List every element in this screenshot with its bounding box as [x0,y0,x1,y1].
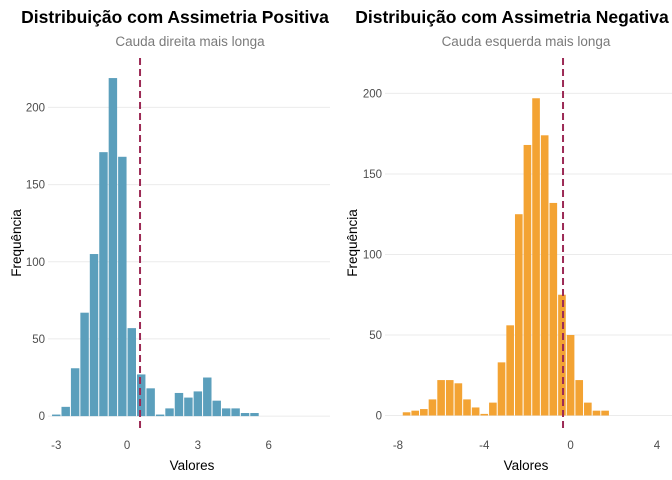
y-tick-label: 150 [26,180,45,192]
histogram-bar [52,414,61,417]
x-tick-label: 3 [195,440,201,452]
histogram-bar [250,413,259,417]
histogram-bar [454,383,463,416]
histogram-bar [428,399,437,416]
positive-skew-panel: Distribuição com Assimetria Positiva Cau… [9,7,330,473]
histogram-bar [99,152,108,417]
histogram-bar [558,294,566,416]
histogram-bar [155,414,165,417]
histogram-bar [601,410,609,416]
chart-title: Distribuição com Assimetria Positiva [21,7,329,27]
histogram-bar [540,135,549,416]
y-tick-label: 0 [376,411,382,423]
chart-title: Distribuição com Assimetria Negativa [355,7,669,27]
x-tick-label: 0 [124,440,130,452]
histogram-bar [489,402,497,416]
y-tick-label: 50 [369,330,382,342]
histogram-bar [89,254,99,417]
chart-subtitle: Cauda direita mais longa [115,34,265,49]
y-axis-label: Frequência [9,209,24,277]
histogram-bar [127,328,136,417]
y-tick-label: 150 [363,169,382,181]
histogram-bar [532,98,540,416]
histogram-bar [575,380,584,416]
histogram-bar [480,413,489,416]
histogram-bar [402,412,411,416]
x-axis-label: Valores [504,458,549,473]
histogram-bar [471,407,480,416]
histogram-bar [165,408,174,417]
histogram-bar [240,413,250,417]
y-tick-label: 200 [26,102,45,114]
histogram-bars [52,78,259,417]
histogram-bar [136,374,146,417]
histogram-bar [463,399,471,416]
y-tick-label: 200 [363,88,382,100]
x-tick-label: -8 [393,440,403,452]
chart-subtitle: Cauda esquerda mais longa [442,34,611,49]
histogram-bar [118,156,127,417]
x-axis-label: Valores [170,458,215,473]
histogram-bar [437,380,445,416]
histogram-bar [184,397,193,417]
y-tick-label: 100 [26,257,45,269]
histogram-bar [203,377,212,417]
x-tick-label: -3 [51,440,61,452]
x-tick-label: -4 [479,440,490,452]
histogram-bar [566,334,575,416]
y-axis-label: Frequência [345,209,360,277]
histogram-bar [146,388,155,417]
histogram-bar [420,409,428,416]
histogram-bar [445,380,454,416]
x-tick-label: 6 [265,440,271,452]
histogram-bar [80,312,89,417]
histogram-bar [193,391,203,417]
histogram-bar [212,400,221,417]
histogram-bar [549,202,558,416]
histogram-bar [506,325,514,416]
histogram-bar [514,214,523,416]
histogram-bar [108,78,118,417]
histogram-bar [592,410,601,416]
histogram-bars [402,98,609,416]
histogram-bar [61,406,70,417]
y-tick-label: 100 [363,249,382,261]
histogram-bar [411,410,420,416]
negative-skew-panel: Distribuição com Assimetria Negativa Cau… [345,7,672,473]
histogram-bar [497,362,506,416]
y-tick-label: 0 [39,411,45,423]
histogram-bar [523,144,532,416]
histogram-bar [174,392,184,417]
histogram-bar [221,408,231,417]
x-tick-label: 4 [654,440,661,452]
histogram-bar [70,368,80,417]
y-tick-label: 50 [32,334,45,346]
histogram-bar [584,402,592,416]
x-tick-label: 0 [567,440,573,452]
histogram-bar [231,408,240,417]
